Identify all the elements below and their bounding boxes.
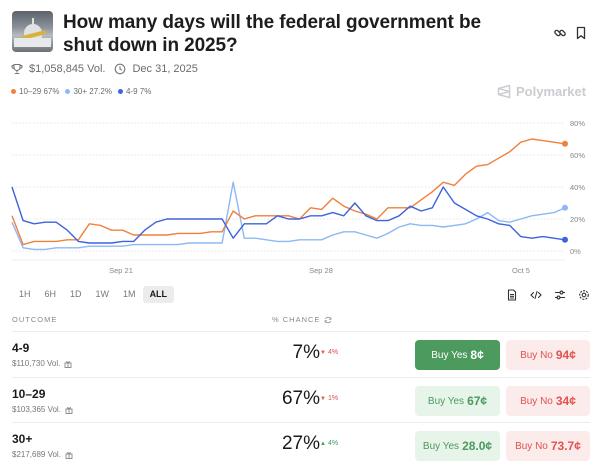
outcome-volume: $110,730 Vol. <box>12 359 72 368</box>
outcome-name: 4-9 <box>12 341 30 355</box>
document-icon[interactable] <box>506 288 518 301</box>
outcome-chance: 27% <box>281 433 320 454</box>
chance-change: ▼ 1% <box>320 395 339 402</box>
svg-text:20%: 20% <box>570 215 585 224</box>
outcome-name: 10–29 <box>12 387 46 401</box>
down-triangle-icon: ▼ <box>320 349 326 356</box>
clock-icon <box>114 63 126 75</box>
svg-text:60%: 60% <box>570 151 585 160</box>
svg-text:Sep 28: Sep 28 <box>309 266 333 275</box>
buy-yes-button[interactable]: Buy Yes 67¢ <box>415 386 500 416</box>
outcome-row-4-9: 4-9 $110,730 Vol. 7% ▼ 4% Buy Yes 8¢ Buy … <box>12 332 590 377</box>
legend-dot <box>11 89 16 94</box>
market-title: How many days will the federal governmen… <box>63 12 481 56</box>
range-tab-1h[interactable]: 1H <box>19 289 31 299</box>
outcome-chance: 7% <box>292 342 320 363</box>
legend-item-10-29: 10–29 67% <box>11 87 59 96</box>
buy-no-button[interactable]: Buy No 73.7¢ <box>506 431 590 461</box>
buy-yes-button[interactable]: Buy Yes 28.0¢ <box>415 431 500 461</box>
outcome-row-10-29: 10–29 $103,365 Vol. 67% ▼ 1% Buy Yes 67¢ … <box>12 378 590 423</box>
buy-yes-button[interactable]: Buy Yes 8¢ <box>415 340 500 370</box>
legend-dot <box>65 89 71 94</box>
polymarket-logo: Polymarket <box>497 84 586 99</box>
trophy-icon <box>11 63 23 75</box>
outcome-volume: $217,689 Vol. <box>12 450 73 459</box>
chance-change: ▼ 4% <box>320 349 339 356</box>
settings-gear-icon[interactable] <box>578 288 590 300</box>
gift-icon <box>65 451 73 459</box>
time-range-tabs: 1H 6H 1D 1W 1M ALL <box>12 286 175 303</box>
svg-text:40%: 40% <box>570 183 585 192</box>
gift-icon <box>64 360 72 368</box>
chart-tools <box>506 288 600 301</box>
range-tab-1d[interactable]: 1D <box>70 289 82 299</box>
outcome-row-30-plus: 30+ $217,689 Vol. 27% ▲ 4% Buy Yes 28.0¢ … <box>12 423 590 468</box>
polymarket-logo-icon <box>497 84 511 99</box>
up-triangle-icon: ▲ <box>320 440 326 447</box>
range-tab-6h[interactable]: 6H <box>44 289 57 299</box>
svg-text:0%: 0% <box>570 247 581 256</box>
divider <box>12 331 590 332</box>
down-triangle-icon: ▼ <box>320 395 326 402</box>
range-tab-1m[interactable]: 1M <box>123 289 136 299</box>
market-header: How many days will the federal governmen… <box>12 11 588 56</box>
divider <box>12 422 590 423</box>
chance-change: ▲ 4% <box>320 440 339 447</box>
bookmark-icon[interactable] <box>574 26 588 40</box>
market-meta: $1,058,845 Vol. Dec 31, 2025 <box>11 62 198 76</box>
column-header-outcome: OUTCOME <box>12 315 58 324</box>
legend-item-30-plus: 30+ 27.2% <box>65 87 112 96</box>
outcome-volume: $103,365 Vol. <box>12 405 73 414</box>
column-header-chance: % CHANCE <box>272 315 332 324</box>
range-tab-all[interactable]: ALL <box>142 286 175 303</box>
link-icon[interactable] <box>553 26 567 40</box>
svg-text:Oct 5: Oct 5 <box>512 266 530 275</box>
outcome-chance: 67% <box>281 388 320 409</box>
refresh-icon[interactable] <box>324 316 332 324</box>
svg-text:Sep 21: Sep 21 <box>109 266 133 275</box>
legend-dot <box>117 89 123 94</box>
outcome-name: 30+ <box>12 432 33 446</box>
market-thumbnail <box>12 11 53 52</box>
buy-no-button[interactable]: Buy No 94¢ <box>506 340 590 370</box>
svg-text:80%: 80% <box>570 119 585 128</box>
end-date: Dec 31, 2025 <box>132 63 198 75</box>
sliders-icon[interactable] <box>554 288 566 300</box>
outcomes-table-header: OUTCOME % CHANCE <box>12 315 590 331</box>
chart-legend: 10–29 67% 30+ 27.2% 4-9 7% <box>11 87 157 96</box>
range-tab-1w[interactable]: 1W <box>95 289 110 299</box>
buy-no-button[interactable]: Buy No 34¢ <box>506 386 590 416</box>
legend-item-4-9: 4-9 7% <box>117 87 151 96</box>
gift-icon <box>65 406 73 414</box>
divider <box>12 377 590 378</box>
total-volume: $1,058,845 Vol. <box>29 63 106 75</box>
embed-code-icon[interactable] <box>530 288 542 300</box>
price-chart[interactable]: 80% 60% 40% 20% 0% Sep 21 Sep 28 Oct 5 <box>0 112 600 282</box>
